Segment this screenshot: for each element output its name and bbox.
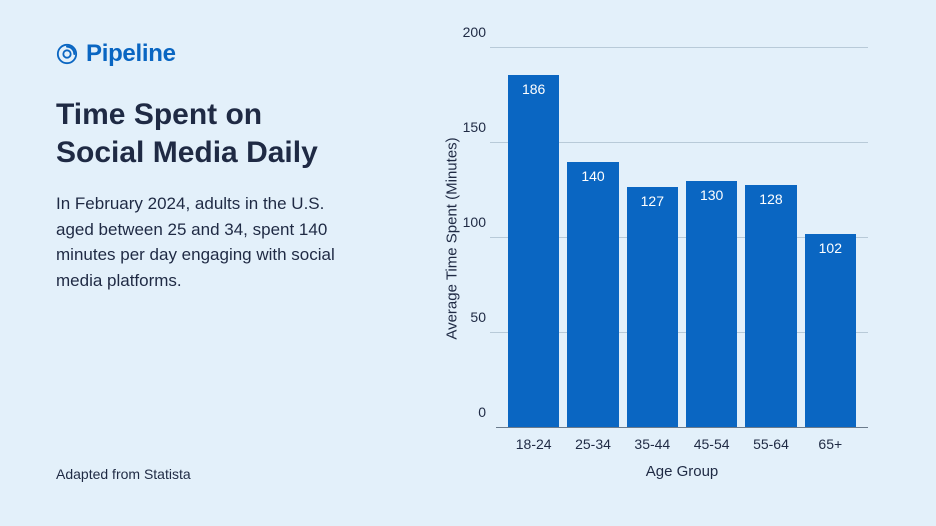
- bar-slot: 186: [508, 48, 559, 428]
- y-tick-label: 0: [478, 404, 496, 420]
- bar-value-label: 130: [686, 187, 737, 203]
- y-axis-label: Average Time Spent (Minutes): [442, 48, 462, 428]
- x-tick-label: 45-54: [686, 436, 737, 452]
- x-tick-label: 65+: [805, 436, 856, 452]
- brand: Pipeline: [56, 40, 416, 68]
- x-tick-labels: 18-24 25-34 35-44 45-54 55-64 65+: [496, 436, 868, 452]
- x-axis-label: Age Group: [496, 463, 868, 480]
- bar-value-label: 102: [805, 240, 856, 256]
- left-panel: Pipeline Time Spent on Social Media Dail…: [56, 40, 416, 486]
- y-tick-label: 50: [470, 309, 496, 325]
- bar-slot: 140: [567, 48, 618, 428]
- x-axis-baseline: [496, 427, 868, 428]
- description: In February 2024, adults in the U.S. age…: [56, 191, 356, 293]
- bar-value-label: 128: [745, 191, 796, 207]
- plot-area: 050100150200 186140127130128102: [496, 48, 868, 428]
- chart-panel: Average Time Spent (Minutes) 05010015020…: [440, 40, 888, 486]
- bar-slot: 128: [745, 48, 796, 428]
- bar-slot: 127: [627, 48, 678, 428]
- bar: 186: [508, 75, 559, 428]
- bar-chart: Average Time Spent (Minutes) 05010015020…: [440, 40, 888, 486]
- bar: 140: [567, 162, 618, 428]
- title-line-2: Social Media Daily: [56, 136, 318, 169]
- bar-value-label: 127: [627, 193, 678, 209]
- y-tick-label: 100: [463, 214, 496, 230]
- infographic-root: Pipeline Time Spent on Social Media Dail…: [0, 0, 936, 526]
- x-tick-label: 55-64: [745, 436, 796, 452]
- source-attribution: Adapted from Statista: [56, 466, 416, 486]
- bar-value-label: 140: [567, 168, 618, 184]
- bars-container: 186 140 127 130 128 102: [496, 48, 868, 428]
- brand-name: Pipeline: [86, 40, 176, 68]
- bar-slot: 130: [686, 48, 737, 428]
- bar-value-label: 186: [508, 81, 559, 97]
- page-title: Time Spent on Social Media Daily: [56, 96, 416, 171]
- bar: 127: [627, 187, 678, 428]
- y-tick-label: 150: [463, 119, 496, 135]
- bar: 102: [805, 234, 856, 428]
- x-tick-label: 35-44: [627, 436, 678, 452]
- x-tick-label: 18-24: [508, 436, 559, 452]
- bar: 128: [745, 185, 796, 428]
- bar-slot: 102: [805, 48, 856, 428]
- y-tick-label: 200: [463, 24, 496, 40]
- title-line-1: Time Spent on: [56, 98, 262, 131]
- x-tick-label: 25-34: [567, 436, 618, 452]
- pipeline-logo-icon: [56, 43, 78, 65]
- bar: 130: [686, 181, 737, 428]
